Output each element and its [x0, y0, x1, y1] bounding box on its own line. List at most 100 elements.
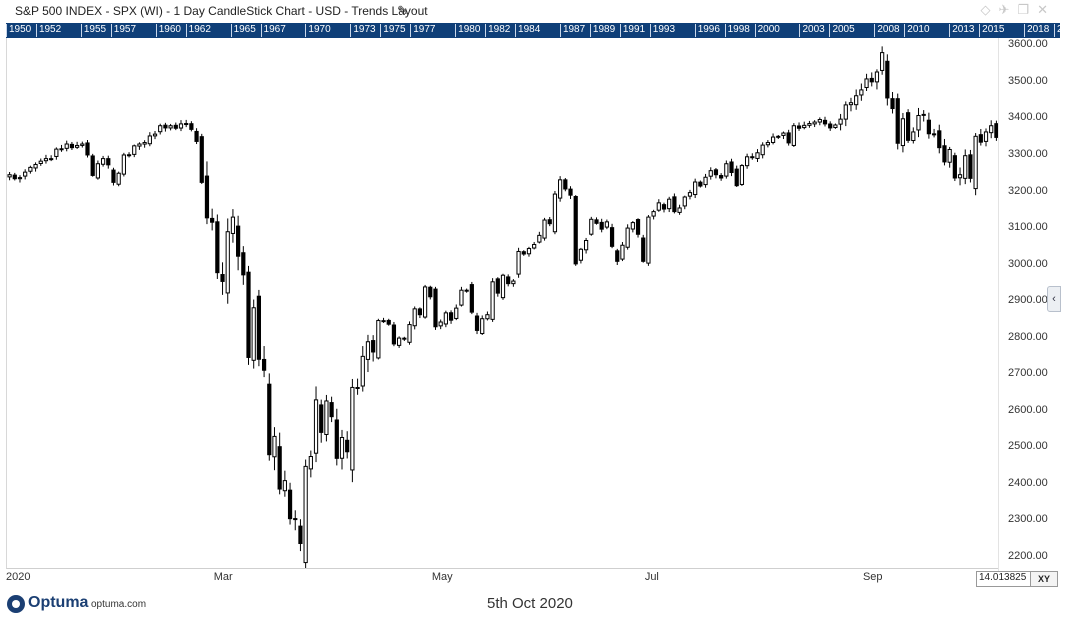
candle[interactable] [490, 278, 495, 322]
candle[interactable] [261, 346, 267, 378]
candle[interactable] [339, 429, 345, 470]
year-label[interactable]: 1991 [622, 24, 646, 35]
candle[interactable] [111, 167, 116, 186]
candle[interactable] [329, 396, 334, 423]
candle[interactable] [734, 165, 739, 187]
candle[interactable] [599, 218, 604, 233]
year-label[interactable]: 2010 [907, 24, 930, 35]
candle[interactable] [796, 122, 802, 131]
candle[interactable] [246, 265, 251, 365]
collapse-panel-chevron-icon[interactable]: ‹ [1047, 286, 1061, 312]
candle[interactable] [215, 214, 220, 279]
candle[interactable] [703, 173, 708, 188]
candle[interactable] [880, 46, 885, 75]
candle[interactable] [147, 132, 152, 147]
year-label[interactable]: 1987 [562, 24, 586, 35]
candle[interactable] [54, 147, 59, 160]
candle[interactable] [277, 432, 282, 495]
candle[interactable] [163, 122, 168, 132]
candle[interactable] [708, 167, 713, 180]
candle[interactable] [376, 318, 381, 360]
candle[interactable] [116, 171, 121, 187]
candle[interactable] [895, 93, 900, 150]
candle[interactable] [33, 162, 38, 172]
candle[interactable] [563, 178, 568, 192]
candle[interactable] [308, 450, 313, 478]
candle[interactable] [552, 190, 558, 235]
candle[interactable] [750, 153, 755, 160]
candle[interactable] [443, 310, 448, 328]
price-axis[interactable] [998, 38, 1061, 586]
candle[interactable] [168, 123, 173, 131]
candle[interactable] [916, 107, 921, 138]
candle[interactable] [100, 155, 106, 167]
year-label[interactable]: 1984 [518, 24, 541, 35]
candle[interactable] [350, 378, 355, 483]
year-label[interactable]: 1960 [158, 24, 181, 35]
candle[interactable] [926, 112, 931, 139]
year-label[interactable]: 1952 [38, 24, 62, 35]
candle[interactable] [464, 288, 469, 293]
candle[interactable] [433, 286, 438, 330]
year-label[interactable]: 1989 [592, 24, 616, 35]
candle[interactable] [558, 176, 563, 202]
candle[interactable] [843, 101, 848, 127]
candle[interactable] [313, 386, 319, 463]
candle[interactable] [812, 120, 817, 128]
year-label[interactable]: 1975 [383, 24, 406, 35]
candle[interactable] [802, 121, 807, 130]
candle[interactable] [828, 121, 833, 131]
candle[interactable] [381, 317, 386, 323]
candle[interactable] [448, 310, 454, 324]
candle[interactable] [573, 195, 578, 266]
candle[interactable] [256, 289, 262, 367]
candle[interactable] [287, 482, 293, 525]
year-label[interactable]: 1957 [113, 24, 137, 35]
candle[interactable] [625, 224, 630, 250]
candle[interactable] [480, 315, 485, 336]
candle[interactable] [900, 112, 906, 153]
year-label[interactable]: 202 [1057, 24, 1060, 35]
candle[interactable] [43, 154, 49, 164]
candle[interactable] [755, 149, 760, 162]
candle[interactable] [59, 144, 64, 152]
candle[interactable] [355, 378, 360, 395]
candle[interactable] [236, 215, 241, 271]
candle[interactable] [781, 131, 786, 140]
candle[interactable] [989, 120, 994, 139]
candle[interactable] [667, 196, 672, 213]
candle[interactable] [474, 312, 480, 335]
candle[interactable] [85, 140, 90, 158]
candle[interactable] [968, 149, 973, 183]
candle[interactable] [973, 133, 978, 196]
candle[interactable] [485, 311, 490, 321]
candle[interactable] [589, 216, 594, 236]
candle[interactable] [95, 160, 101, 180]
candle[interactable] [267, 373, 272, 461]
candle[interactable] [578, 247, 584, 264]
candle[interactable] [661, 202, 667, 213]
candle[interactable] [495, 277, 500, 297]
candle[interactable] [428, 285, 433, 300]
year-label[interactable]: 1965 [233, 24, 256, 35]
candle[interactable] [838, 113, 843, 131]
candle[interactable] [64, 140, 69, 152]
candle[interactable] [874, 69, 880, 90]
candle[interactable] [173, 122, 178, 131]
candle[interactable] [744, 153, 750, 169]
candle[interactable] [90, 153, 95, 177]
candle[interactable] [776, 135, 781, 140]
candle[interactable] [402, 336, 407, 342]
candle[interactable] [937, 124, 942, 154]
candle[interactable] [438, 319, 443, 330]
year-label[interactable]: 1950 [9, 24, 32, 35]
candle[interactable] [230, 209, 236, 243]
candle[interactable] [983, 128, 989, 147]
candle[interactable] [791, 123, 796, 147]
candle[interactable] [303, 459, 308, 568]
candle[interactable] [282, 470, 287, 497]
year-label[interactable]: 2018 [1027, 24, 1050, 35]
candle[interactable] [604, 219, 609, 230]
year-label[interactable]: 1962 [188, 24, 211, 35]
year-label[interactable]: 2013 [952, 24, 975, 35]
